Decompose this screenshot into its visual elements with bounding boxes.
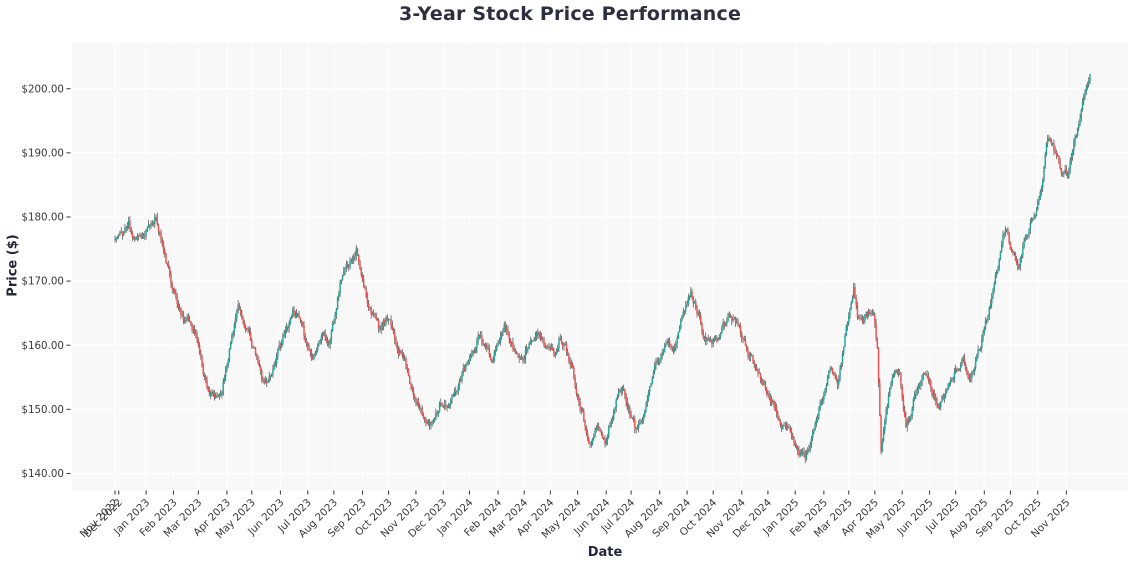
svg-text:$200.00: $200.00 bbox=[21, 83, 64, 95]
y-axis-ticks bbox=[66, 88, 71, 474]
grid-lines bbox=[72, 43, 1128, 490]
svg-text:$160.00: $160.00 bbox=[21, 340, 64, 352]
y-axis-title: Price ($) bbox=[5, 234, 21, 297]
candle-bodies bbox=[114, 74, 1091, 459]
x-axis-title: Date bbox=[587, 545, 623, 560]
chart-title: 3-Year Stock Price Performance bbox=[398, 3, 742, 25]
y-tick-labels: $140.00 $150.00 $160.00 $170.00 $180.00 $190.… bbox=[21, 83, 64, 480]
svg-text:$170.00: $170.00 bbox=[21, 276, 64, 288]
svg-text:$190.00: $190.00 bbox=[21, 147, 64, 159]
plot-background bbox=[72, 43, 1128, 490]
x-axis-ticks bbox=[114, 490, 1067, 495]
svg-text:$150.00: $150.00 bbox=[21, 404, 64, 416]
svg-text:$140.00: $140.00 bbox=[21, 468, 64, 480]
svg-text:$180.00: $180.00 bbox=[21, 212, 64, 224]
